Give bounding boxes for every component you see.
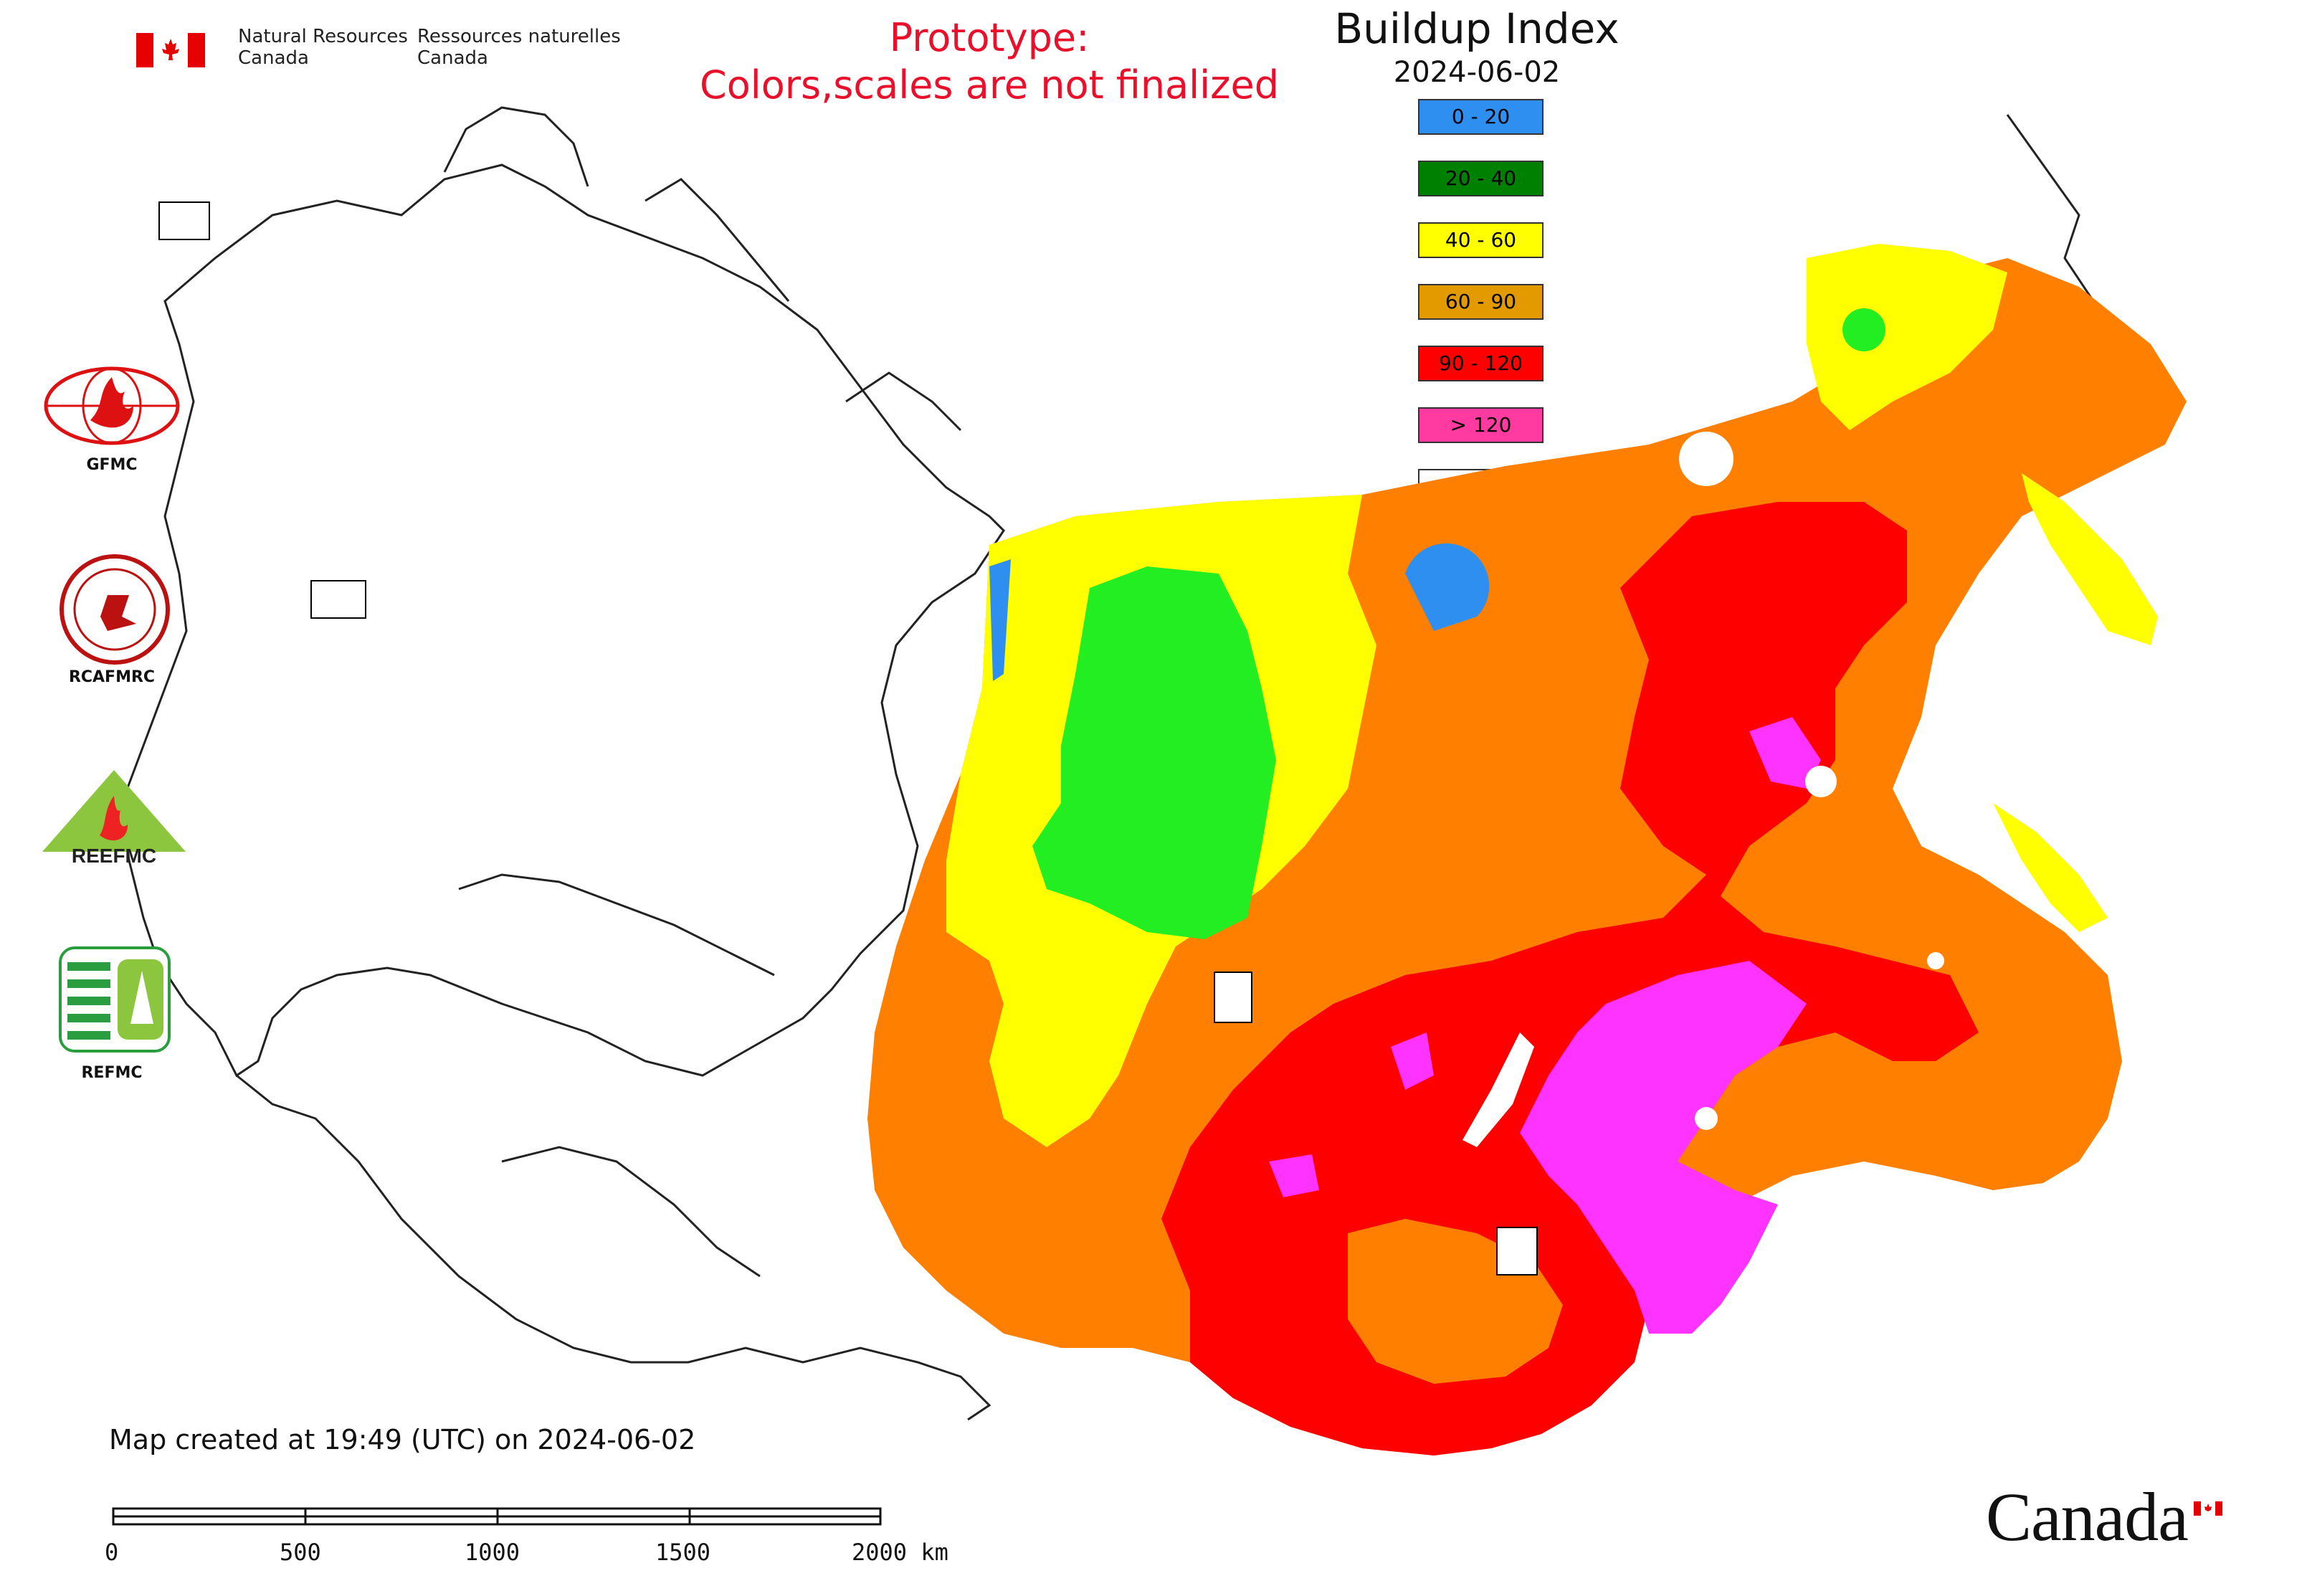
department-name-en: Natural Resources Canada [238, 26, 408, 69]
canada-wordmark: Canada [1986, 1478, 2189, 1555]
legend-item-20-40: 20 - 40 [1418, 161, 1544, 196]
legend-item-40-60: 40 - 60 [1418, 222, 1544, 258]
refmc-marker-icon [1214, 972, 1252, 1023]
map-created-note: Map created at 19:49 (UTC) on 2024-06-02 [109, 1424, 696, 1455]
map-date: 2024-06-02 [1393, 56, 1561, 89]
legend-item-over-120: > 120 [1418, 407, 1544, 443]
map-title: Buildup Index [1334, 4, 1620, 53]
refmc-logo-icon [57, 945, 172, 1054]
department-name-fr: Ressources naturelles Canada [417, 26, 621, 69]
scale-label-500: 500 [280, 1539, 321, 1566]
scale-label-1000: 1000 [465, 1539, 520, 1566]
canada-wordmark-flag-icon [2194, 1501, 2222, 1516]
rcafmrc-caption: RCAFMRC [68, 668, 156, 686]
rcafmrc-logo-icon [57, 552, 172, 667]
gfmc-logo-icon [40, 363, 184, 449]
refmc-caption: REFMC [81, 1064, 143, 1082]
legend-item-90-120: 90 - 120 [1418, 346, 1544, 381]
reefmc-logo-icon: REEFMC [39, 767, 189, 868]
scale-bar [112, 1507, 882, 1526]
prototype-notice: Prototype: Colors,scales are not finaliz… [700, 15, 1279, 108]
scale-label-2000: 2000 km [852, 1539, 948, 1566]
reefmc-marker-icon [310, 580, 366, 619]
scale-label-1500: 1500 [655, 1539, 711, 1566]
rcafmrc-marker-icon [1496, 1227, 1538, 1276]
gfmc-marker-icon [158, 201, 210, 240]
gfmc-caption: GFMC [86, 456, 138, 474]
canada-flag-icon [136, 33, 205, 67]
index-coverage [867, 244, 2187, 1455]
legend-item-60-90: 60 - 90 [1418, 284, 1544, 320]
scale-label-0: 0 [105, 1539, 119, 1566]
legend-item-0-20: 0 - 20 [1418, 99, 1544, 135]
